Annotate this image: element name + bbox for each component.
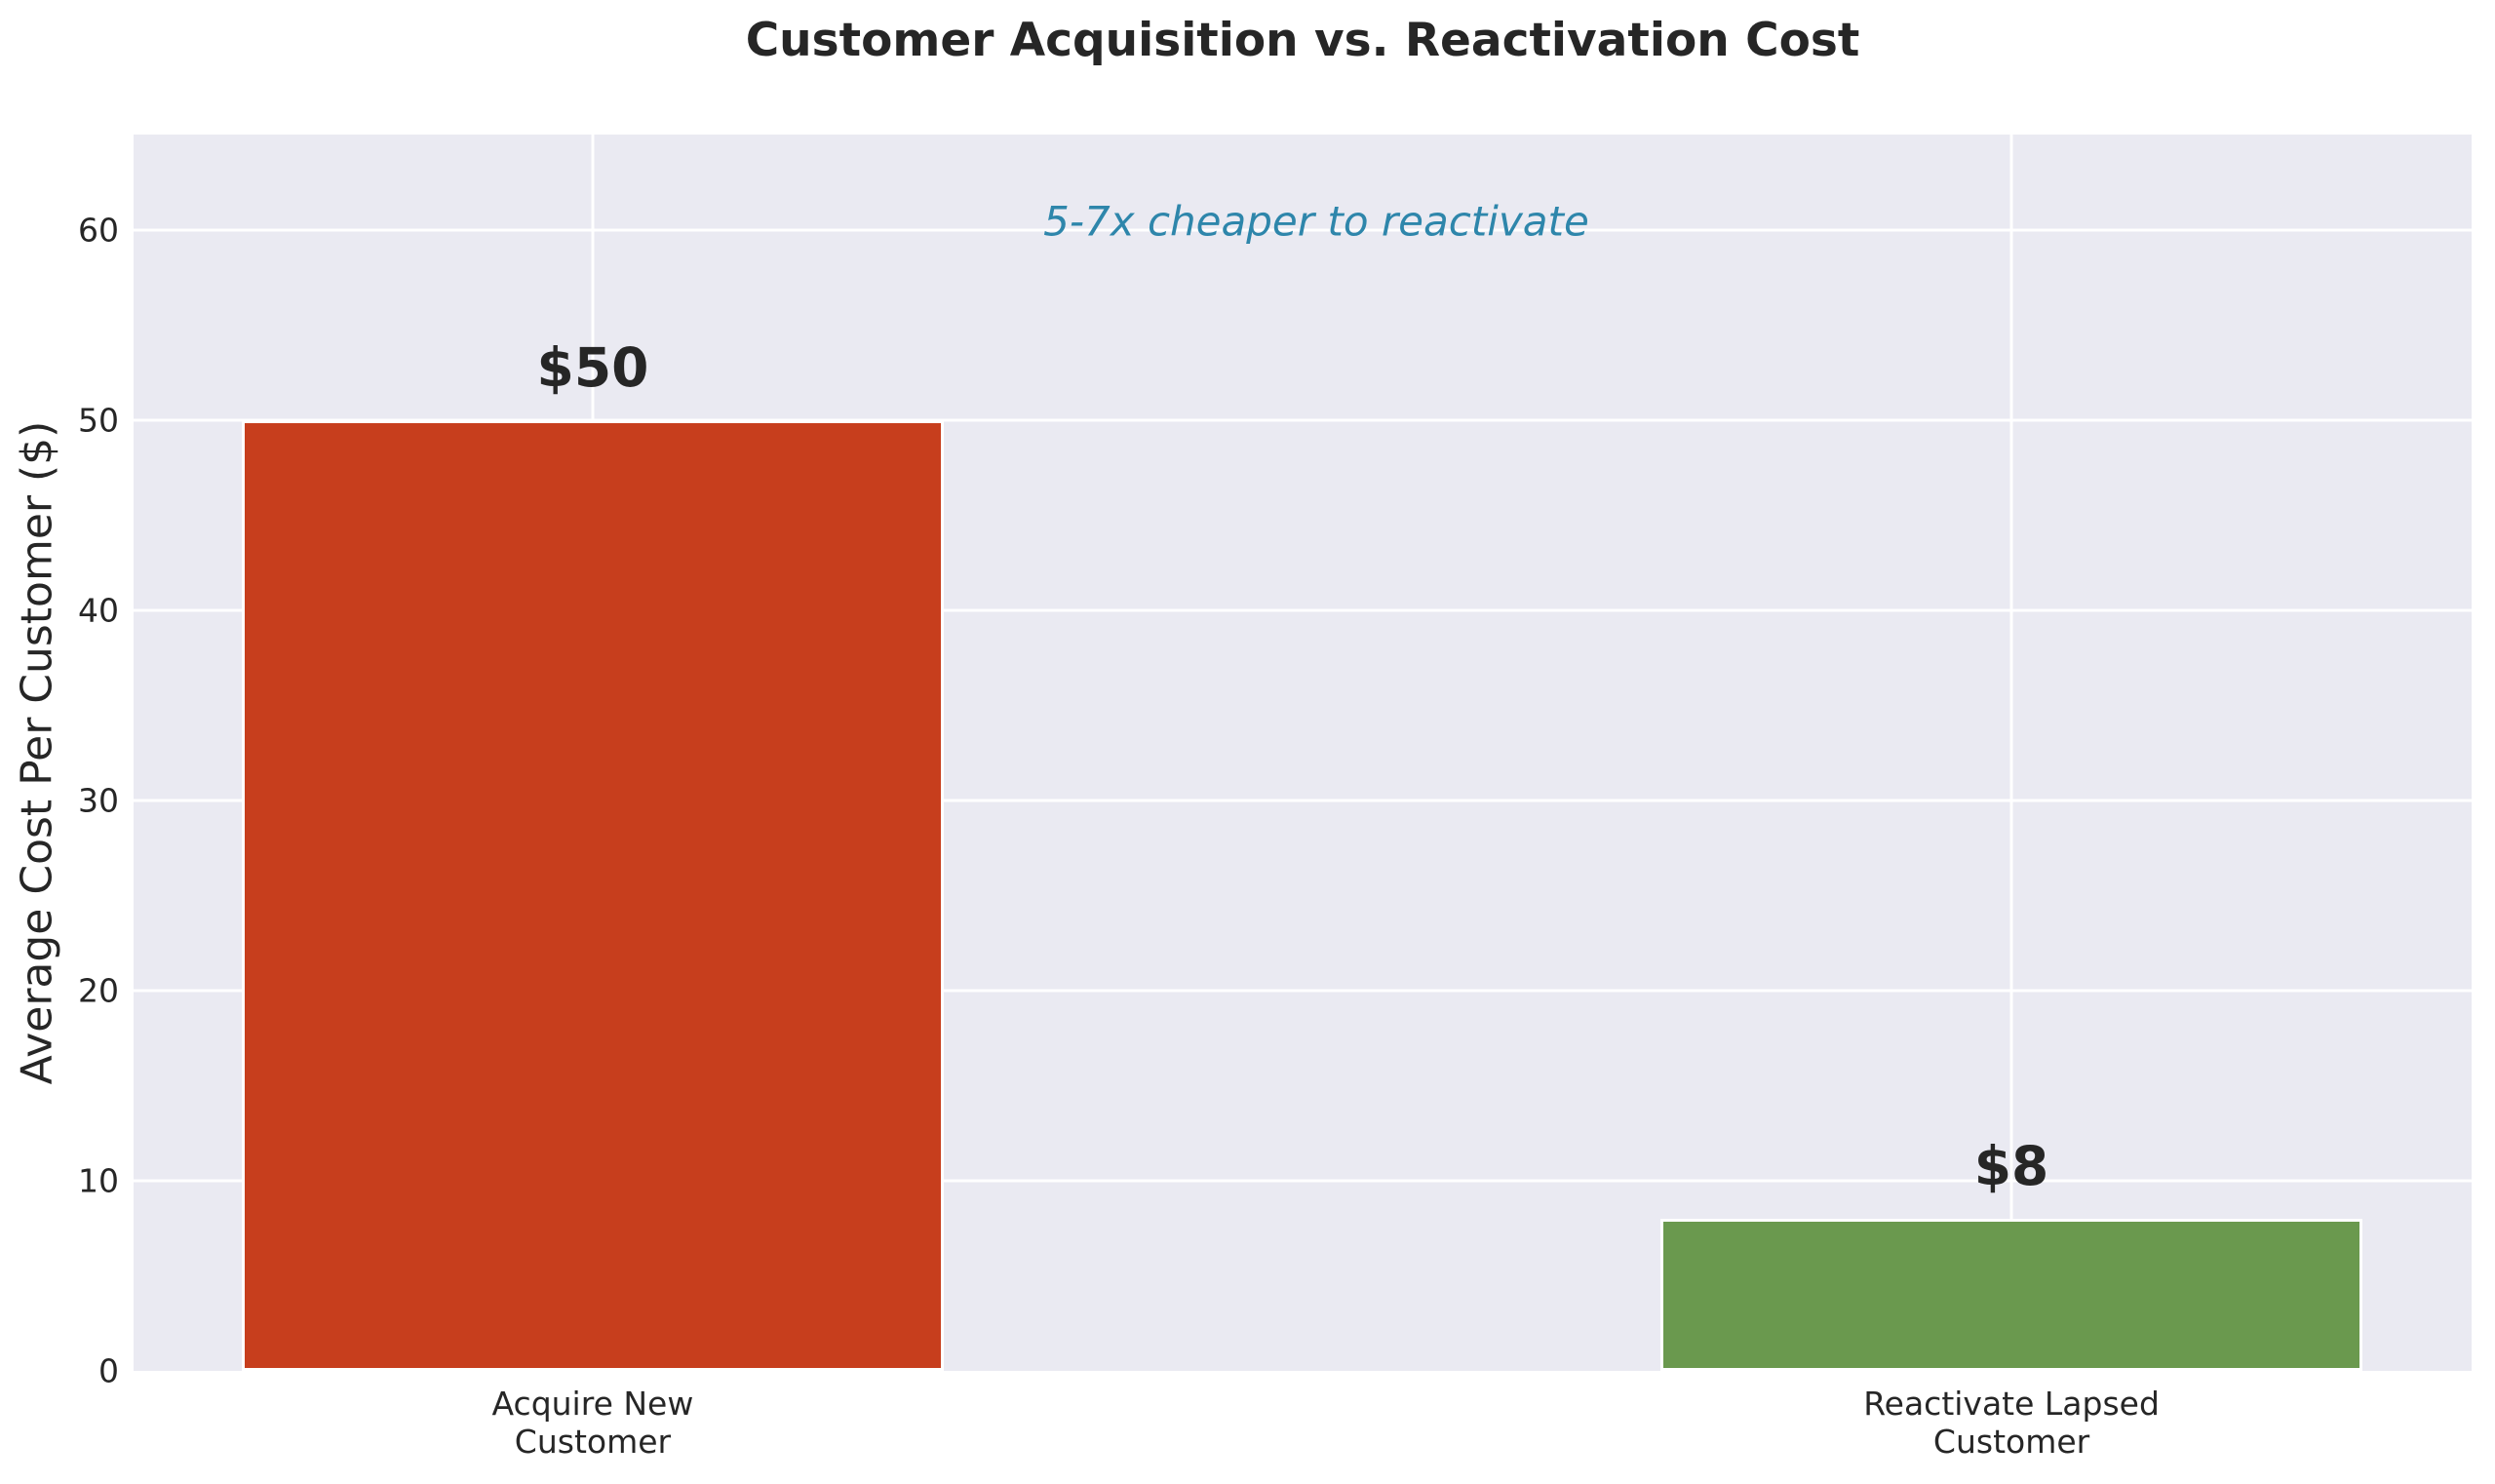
- bar-value-label: $50: [536, 335, 649, 399]
- y-gridline: [134, 228, 2472, 232]
- y-gridline: [134, 799, 2472, 802]
- y-tick-label: 30: [78, 781, 119, 820]
- y-tick-label: 60: [78, 211, 119, 250]
- y-gridline: [134, 418, 2472, 422]
- x-tick-label: Reactivate Lapsed Customer: [1863, 1385, 2160, 1461]
- y-tick-label: 10: [78, 1161, 119, 1200]
- x-gridline: [2009, 135, 2013, 1371]
- chart-title: Customer Acquisition vs. Reactivation Co…: [745, 14, 1860, 67]
- y-tick-label: 0: [98, 1351, 119, 1390]
- y-tick-label: 50: [78, 401, 119, 440]
- bar-2: [1660, 1218, 2363, 1371]
- plot-area: [134, 135, 2472, 1371]
- y-gridline: [134, 1179, 2472, 1183]
- y-tick-label: 40: [78, 591, 119, 630]
- bar-1: [241, 419, 945, 1371]
- annotation-text: 5-7x cheaper to reactivate: [1043, 197, 1589, 246]
- y-tick-label: 20: [78, 971, 119, 1010]
- x-tick-label: Acquire New Customer: [491, 1385, 694, 1461]
- bar-value-label: $8: [1973, 1134, 2049, 1197]
- y-gridline: [134, 989, 2472, 993]
- y-gridline: [134, 608, 2472, 612]
